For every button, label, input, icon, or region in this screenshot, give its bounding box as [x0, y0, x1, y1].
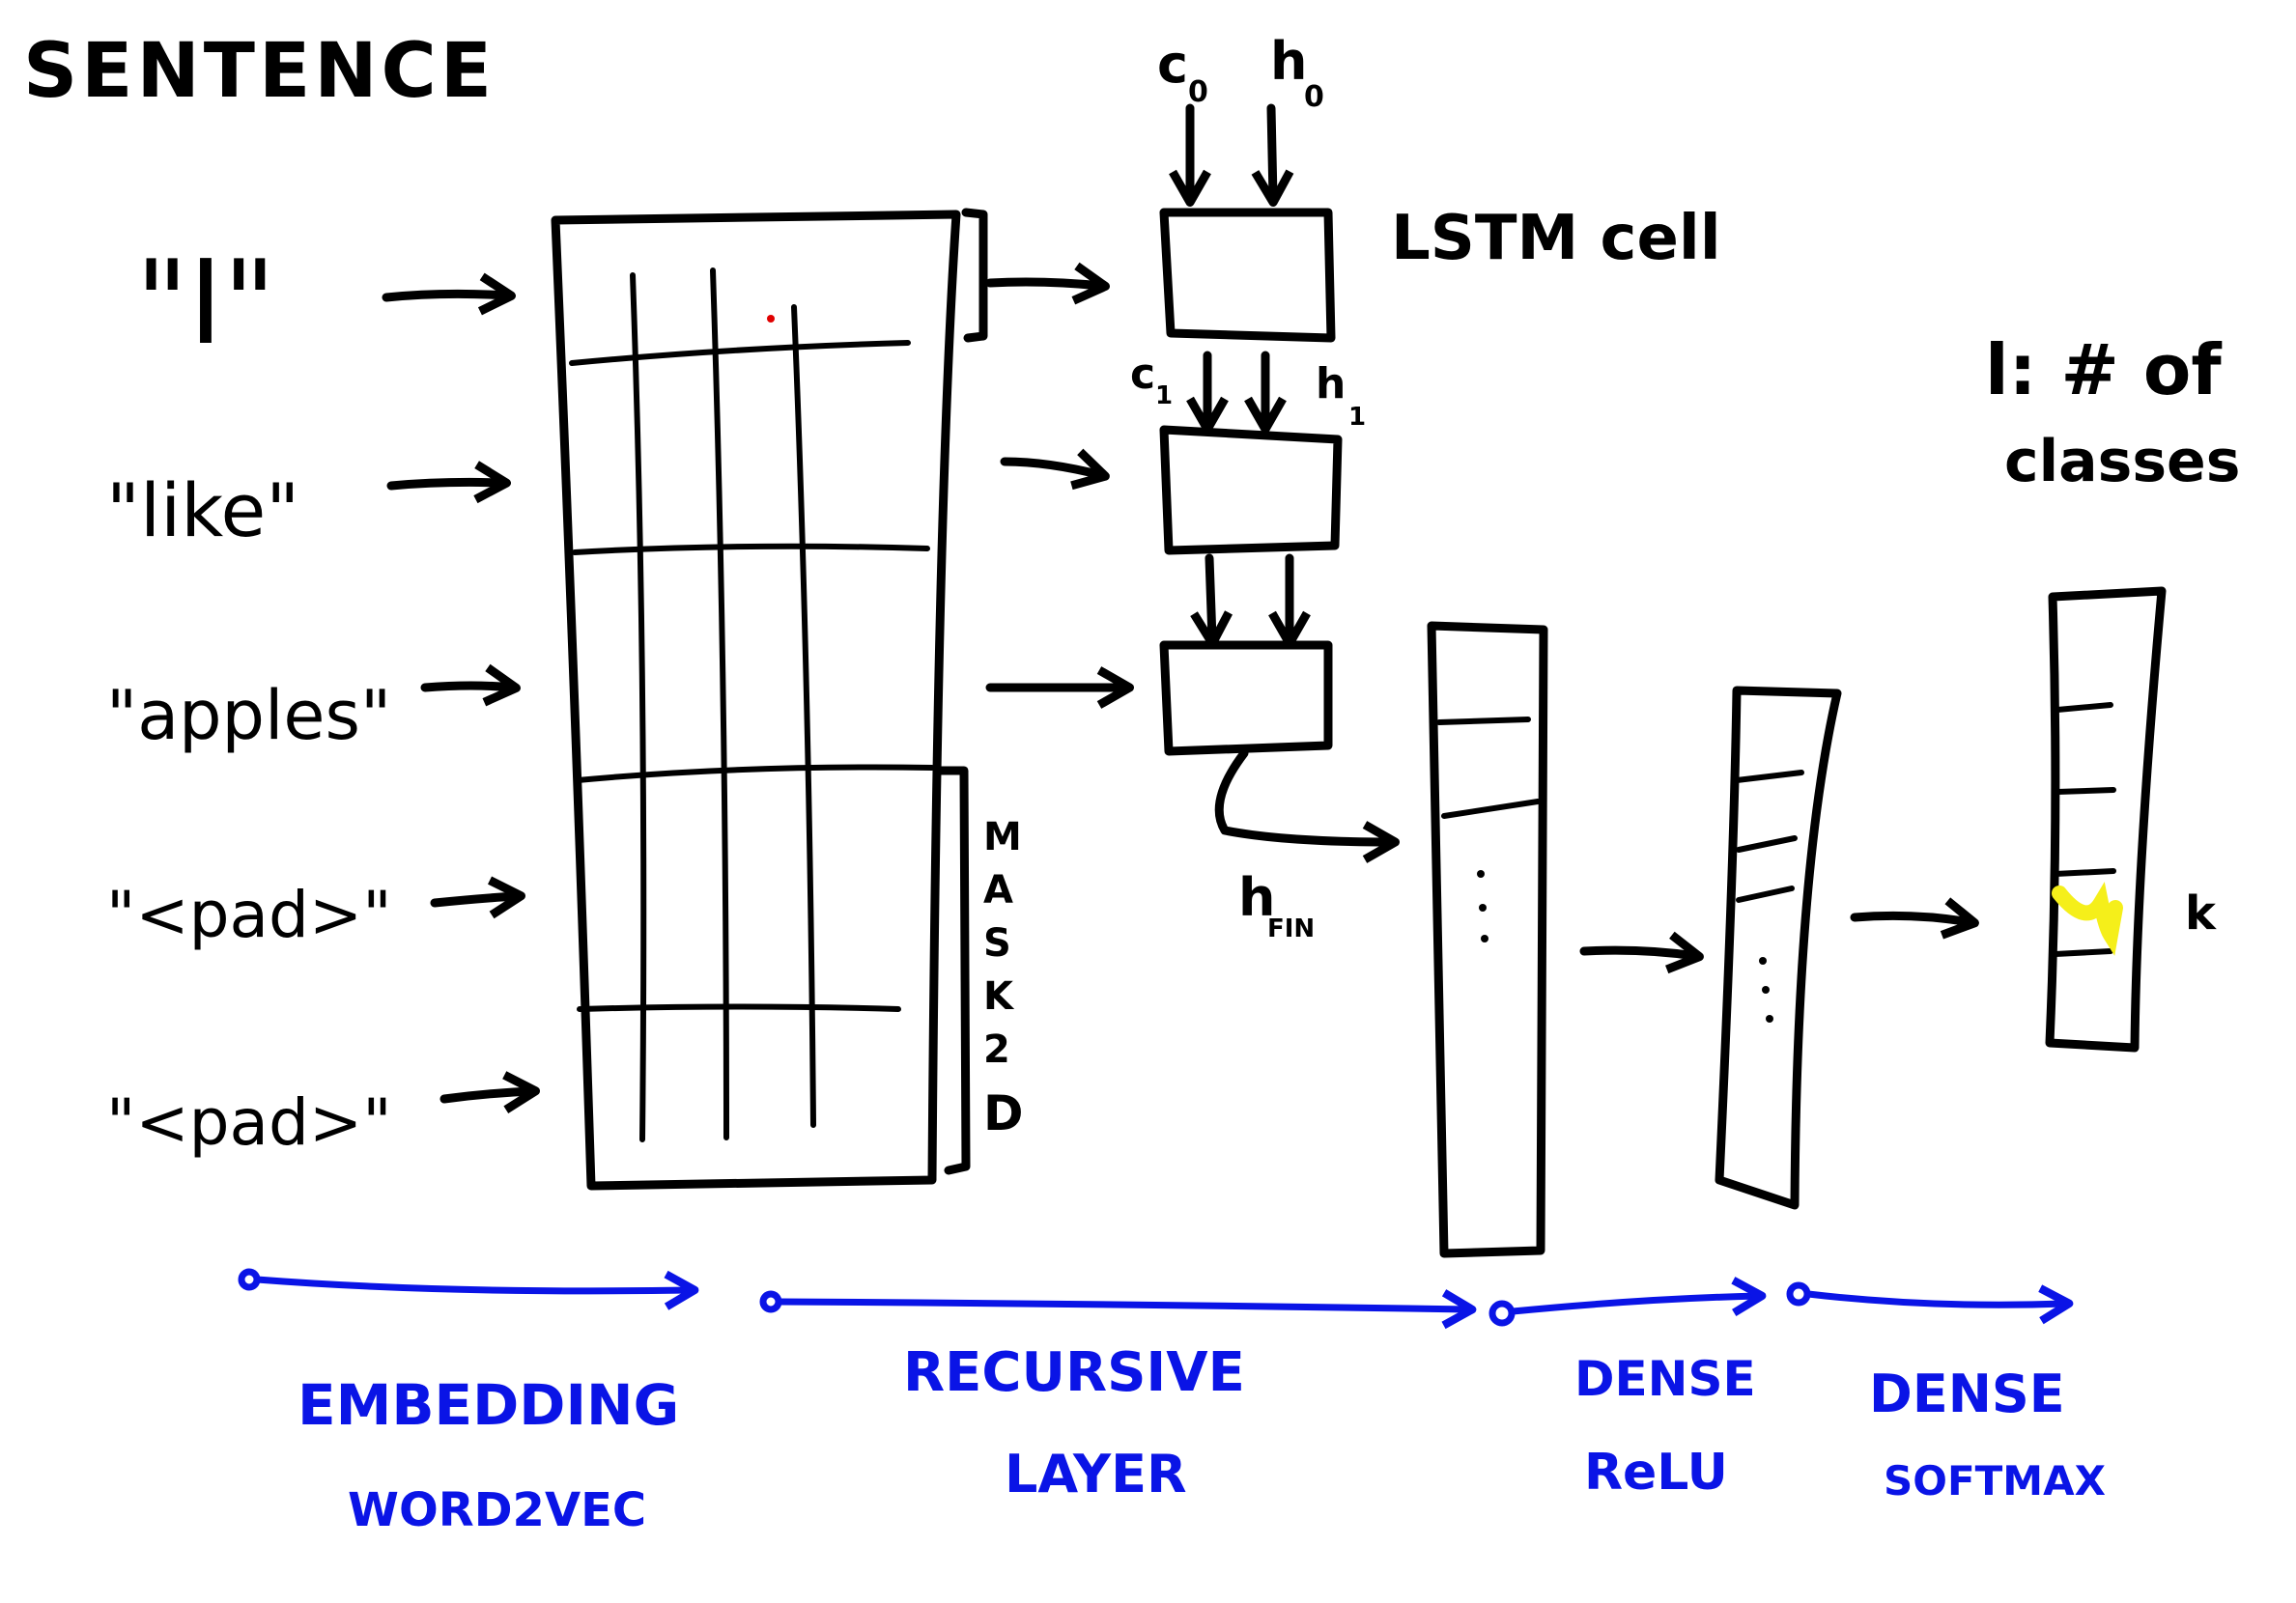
- classes-note-line-2: classes: [2004, 428, 2240, 495]
- stage-timeline: [238, 1268, 2074, 1330]
- stage-dense-relu-line-1: DENSE: [1574, 1351, 1756, 1407]
- h0-subscript: 0: [1304, 80, 1324, 114]
- classes-note-line-1: l: # of: [1985, 329, 2222, 410]
- embed-to-lstm-arrow-1: [985, 262, 1110, 305]
- token-arrow-4: [430, 876, 525, 919]
- h0-label: h: [1270, 31, 1307, 92]
- embedding-matrix: [551, 210, 961, 1191]
- mask-letter-2: 2: [983, 1027, 1010, 1072]
- softmax-output-vector: [2045, 586, 2167, 1053]
- stage-embedding-line-2: WORD2VEC: [348, 1483, 646, 1537]
- token-list: "I" "like" "apples" "<pad>" "<pad>": [106, 237, 392, 1160]
- token-i: "I": [135, 237, 276, 371]
- token-apples: "apples": [106, 676, 391, 755]
- stage-recursive-line-2: LAYER: [1005, 1444, 1187, 1505]
- mask-letter-s: S: [983, 921, 1011, 966]
- c0-label: c: [1157, 34, 1188, 95]
- token-pad-2: "<pad>": [106, 1085, 392, 1160]
- dense-to-softmax-arrow: [1850, 897, 1979, 940]
- stage-dense-relu-line-2: ReLU: [1584, 1444, 1728, 1502]
- h1-subscript: 1: [1348, 403, 1366, 432]
- mask-letter-k: K: [983, 974, 1015, 1019]
- token-pad-1: "<pad>": [106, 878, 392, 952]
- stage-embedding-arrow: [253, 1270, 699, 1310]
- token-arrow-2: [386, 461, 511, 504]
- token-like: "like": [106, 467, 299, 553]
- highlighted-class-cell: [2052, 882, 2123, 956]
- first-row-bracket: [961, 208, 988, 343]
- stage-dense-softmax-line-1: DENSE: [1869, 1364, 2065, 1424]
- lstm-cell-3: [1159, 640, 1333, 756]
- lstm-initial-state: c 0 h 0: [1157, 31, 1324, 207]
- stage-recursive-line-1: RECURSIVE: [903, 1341, 1245, 1404]
- lstm-2-to-3-c: [1190, 553, 1233, 648]
- stage-recursive-arrow: [775, 1289, 1477, 1330]
- stage-dense-relu-arrow: [1509, 1277, 1767, 1317]
- embed-to-lstm-arrow-2: [1000, 448, 1110, 491]
- lstm-cell-2: [1159, 425, 1343, 555]
- hfin-label: h: [1238, 867, 1275, 928]
- mask-letter-m: M: [983, 815, 1022, 859]
- token-arrows: [382, 272, 540, 1113]
- c0-subscript: 0: [1188, 75, 1208, 109]
- diagram-title: SENTENCE: [23, 28, 496, 115]
- token-arrow-5: [439, 1071, 540, 1113]
- dense-relu-vector: [1715, 686, 1842, 1210]
- lstm-output-vector: [1427, 621, 1548, 1258]
- mask-label: M A S K 2 D: [983, 815, 1024, 1141]
- lstm-to-dense-arrow: [1579, 931, 1704, 974]
- hfin-arrow: [1214, 748, 1400, 863]
- output-class-marker: k: [2185, 886, 2217, 941]
- lstm-cell-1: [1159, 208, 1336, 343]
- c1-subscript: 1: [1155, 381, 1173, 410]
- token-arrow-1: [382, 272, 516, 316]
- hfin-subscript: FIN: [1267, 914, 1315, 943]
- h1-label: h: [1316, 359, 1346, 408]
- lstm-cell-label: LSTM cell: [1391, 203, 1721, 274]
- mask-letter-a: A: [983, 868, 1013, 913]
- stage-labels: EMBEDDING WORD2VEC RECURSIVE LAYER DENSE…: [298, 1341, 2106, 1537]
- token-arrow-3: [420, 663, 521, 707]
- stage-dense-softmax-line-2: SOFTMAX: [1884, 1457, 2106, 1505]
- mask-bracket: [932, 766, 971, 1175]
- stage-embedding-line-1: EMBEDDING: [298, 1372, 679, 1438]
- stage-dense-softmax-arrow: [1804, 1284, 2074, 1325]
- c1-label: c: [1130, 350, 1155, 399]
- mask-letter-d: D: [983, 1085, 1024, 1141]
